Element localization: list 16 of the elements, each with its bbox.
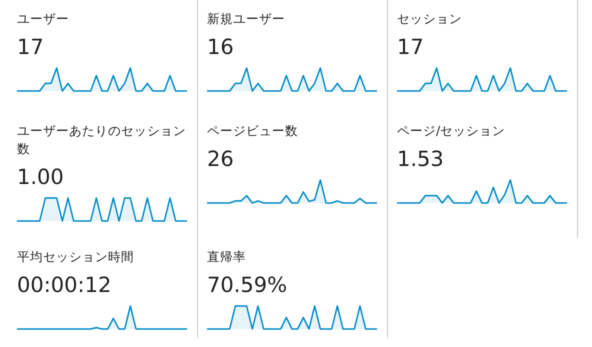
chart-title: ユーザーあたりのセッション数 xyxy=(17,122,187,158)
chart-subtitle: 17 xyxy=(17,34,45,60)
chart-subtitle: 17 xyxy=(397,34,425,60)
chart-subtitle: 00:00:12 xyxy=(17,272,112,298)
chart-title: 平均セッション時間 xyxy=(17,248,135,266)
chart-title: セッション xyxy=(397,10,463,28)
chart-title: 新規ユーザー xyxy=(207,10,286,28)
chart-subtitle: 70.59% xyxy=(207,272,288,298)
chart-title: ユーザー xyxy=(17,10,70,28)
chart-title: ページビュー数 xyxy=(207,122,299,140)
chart-subtitle: 1.00 xyxy=(17,164,65,190)
chart-subtitle: 26 xyxy=(207,146,235,172)
chart-subtitle: 1.53 xyxy=(397,146,445,172)
chart-title: 直帰率 xyxy=(207,248,247,266)
chart-subtitle: 16 xyxy=(207,34,235,60)
chart-title: ページ/セッション xyxy=(397,122,506,140)
